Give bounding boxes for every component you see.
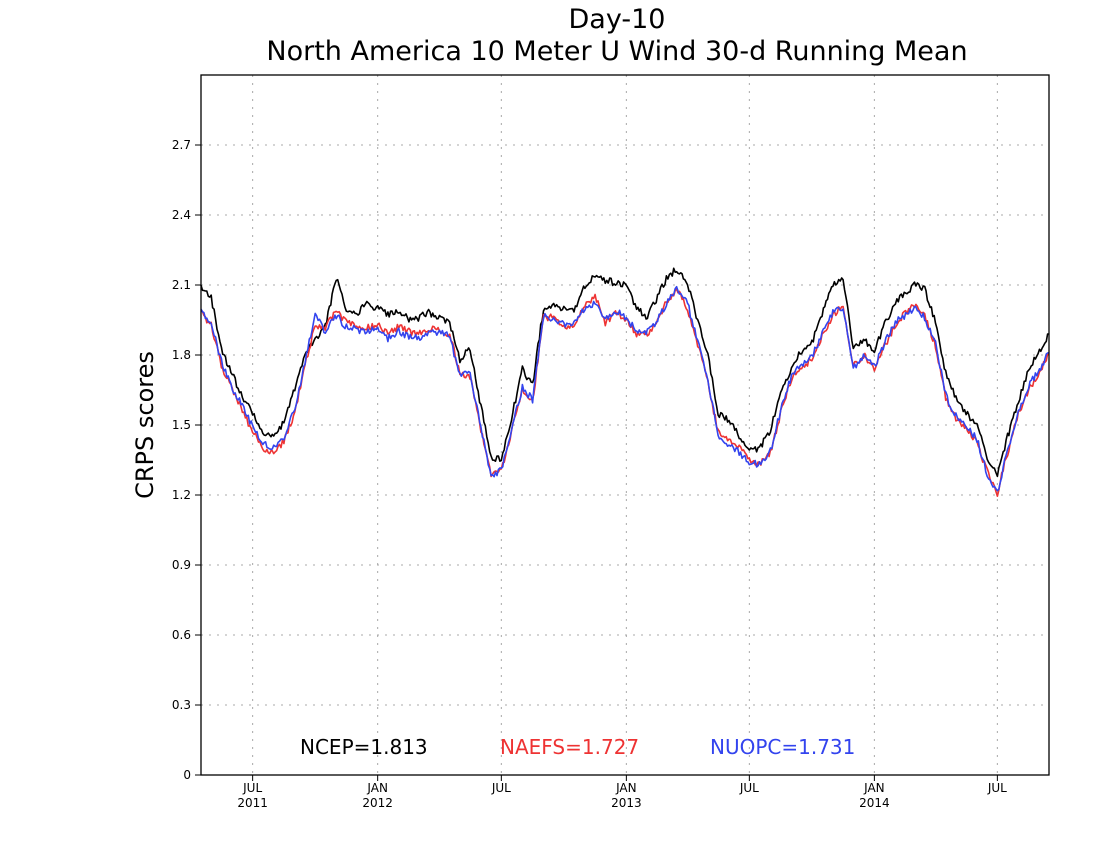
y-axis-label: CRPS scores [131, 351, 159, 499]
y-tick-label: 1.8 [172, 348, 191, 362]
y-axis-ticks: 0 0.3 0.6 0.9 1.2 1.5 1.8 2.1 2.4 2.7 [172, 138, 201, 782]
chart-title: Day-10 [569, 4, 666, 35]
series-line-naefs [200, 288, 1050, 497]
x-tick-month-label: JUL [491, 781, 511, 795]
x-tick-month-label: JUL [987, 781, 1007, 795]
grid [201, 75, 1049, 775]
plot-frame [200, 74, 1050, 776]
y-tick-label: 1.2 [172, 488, 191, 502]
series-line-nuopc [200, 285, 1050, 492]
legend-entry-naefs: NAEFS=1.727 [500, 735, 639, 759]
series-lines [200, 267, 1050, 497]
y-tick-label: 0.9 [172, 558, 191, 572]
y-tick-label: 0.3 [172, 698, 191, 712]
legend: NCEP=1.813 NAEFS=1.727 NUOPC=1.731 [300, 735, 855, 759]
x-tick-month-label: JUL [242, 781, 262, 795]
x-tick-month-label: JAN [863, 781, 885, 795]
series-line-ncep [200, 267, 1049, 478]
y-tick-label: 2.7 [172, 138, 191, 152]
y-tick-label: 1.5 [172, 418, 191, 432]
legend-entry-ncep: NCEP=1.813 [300, 735, 428, 759]
y-tick-label: 2.4 [172, 208, 191, 222]
x-tick-month-label: JUL [739, 781, 759, 795]
legend-entry-nuopc: NUOPC=1.731 [710, 735, 855, 759]
x-tick-year-label: 2014 [859, 796, 890, 810]
x-tick-month-label: JAN [366, 781, 388, 795]
y-tick-label: 0 [183, 768, 191, 782]
x-tick-year-label: 2013 [611, 796, 642, 810]
chart-subtitle: North America 10 Meter U Wind 30-d Runni… [266, 36, 967, 67]
x-tick-year-label: 2011 [237, 796, 268, 810]
x-tick-month-label: JAN [615, 781, 637, 795]
x-tick-year-label: 2012 [362, 796, 393, 810]
y-tick-label: 0.6 [172, 628, 191, 642]
y-tick-label: 2.1 [172, 278, 191, 292]
